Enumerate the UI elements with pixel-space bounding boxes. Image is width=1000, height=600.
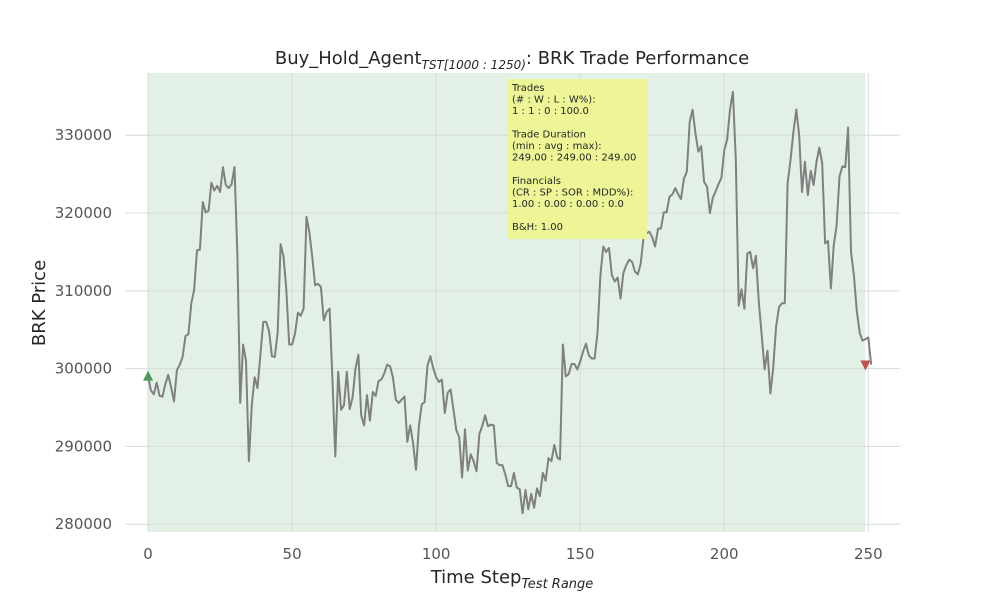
price-line bbox=[147, 90, 873, 515]
stats-box-line: Financials bbox=[512, 176, 561, 187]
y-tick-label: 290000 bbox=[55, 437, 112, 455]
stats-box-line: Trades bbox=[511, 83, 545, 94]
chart-title-prefix: Buy_Hold_Agent bbox=[275, 48, 422, 69]
stats-box-line: (min : avg : max): bbox=[512, 141, 602, 152]
y-tick-label: 310000 bbox=[55, 282, 112, 300]
holding-period-region bbox=[148, 73, 866, 532]
y-tick-label: 320000 bbox=[55, 204, 112, 222]
stats-box-line: (CR : SP : SOR : MDD%): bbox=[512, 187, 633, 198]
x-tick-label: 250 bbox=[854, 545, 883, 563]
chart-title: Buy_Hold_AgentTST[1000 : 1250): BRK Trad… bbox=[275, 48, 749, 72]
x-tick-label: 0 bbox=[143, 545, 153, 563]
plot-area: 0 50 100 150 200 250 280000 290000 300000 310000 3… bbox=[55, 73, 900, 563]
stats-box-line: 249.00 : 249.00 : 249.00 bbox=[512, 153, 636, 164]
x-axis-label-main: Time Step bbox=[430, 567, 522, 588]
stats-box-line: Trade Duration bbox=[511, 129, 586, 140]
chart-title-suffix: : BRK Trade Performance bbox=[526, 48, 749, 69]
chart-title-subscript: TST[1000 : 1250) bbox=[422, 58, 526, 72]
stats-box-line: (# : W : L : W%): bbox=[512, 95, 596, 106]
x-tick-label: 200 bbox=[710, 545, 739, 563]
sell-marker bbox=[860, 360, 871, 371]
buy-marker bbox=[143, 370, 154, 381]
y-axis-label: BRK Price bbox=[29, 260, 50, 346]
stats-box-line: B&H: 1.00 bbox=[512, 222, 563, 233]
y-tick-label: 280000 bbox=[55, 515, 112, 533]
x-tick-label: 150 bbox=[566, 545, 595, 563]
stats-box-line: 1 : 1 : 0 : 100.0 bbox=[512, 106, 589, 117]
x-axis-label: Time StepTest Range bbox=[430, 567, 594, 592]
x-axis-label-subscript: Test Range bbox=[521, 577, 593, 592]
y-tick-label: 330000 bbox=[55, 126, 112, 144]
stats-box bbox=[508, 79, 647, 239]
y-tick-label: 300000 bbox=[55, 360, 112, 378]
x-tick-label: 100 bbox=[422, 545, 451, 563]
stats-box-line: 1.00 : 0.00 : 0.00 : 0.0 bbox=[512, 199, 624, 210]
x-tick-label: 50 bbox=[283, 545, 302, 563]
